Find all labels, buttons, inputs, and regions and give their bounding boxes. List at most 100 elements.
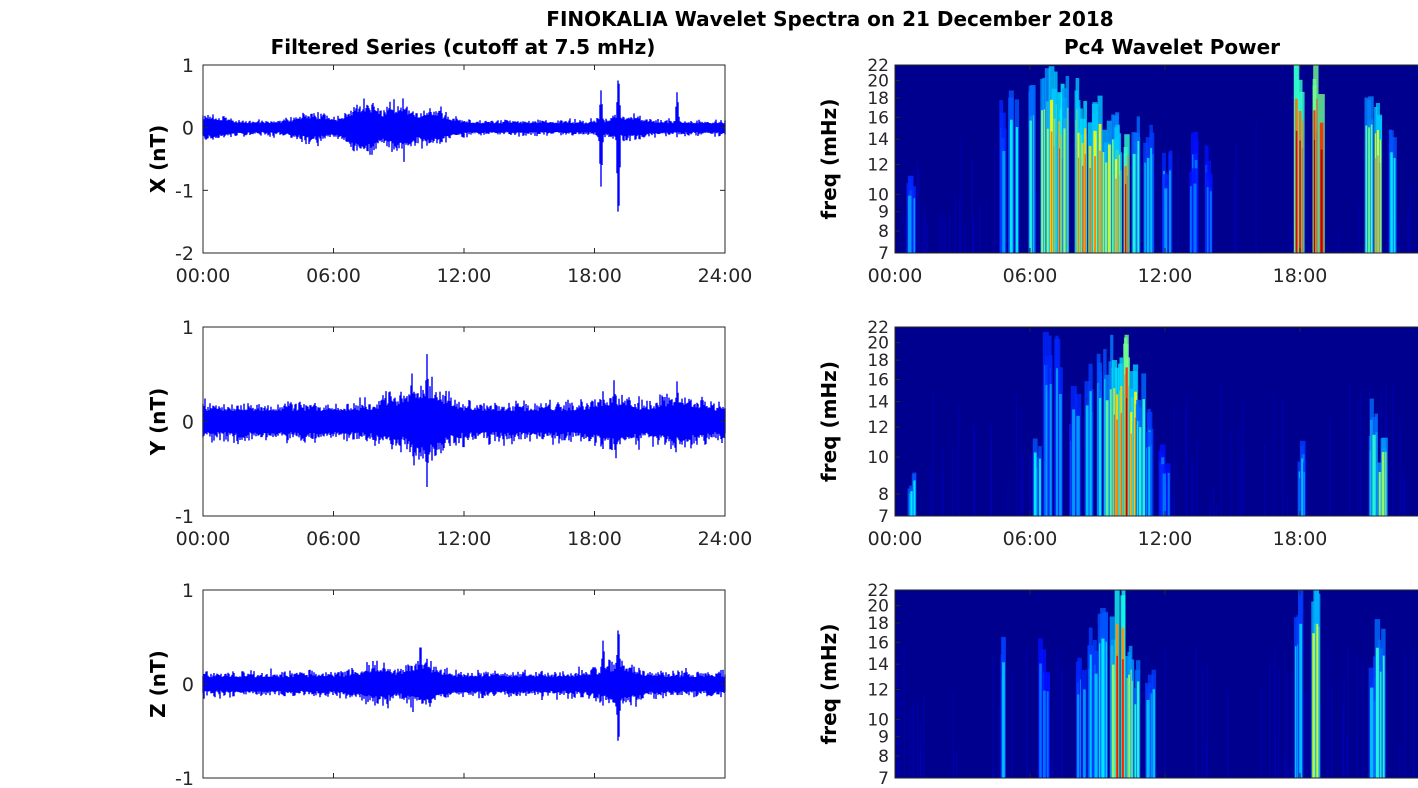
power-burst bbox=[1097, 607, 1108, 778]
power-burst bbox=[906, 175, 916, 253]
power-burst bbox=[1388, 129, 1397, 253]
power-burst bbox=[1123, 134, 1130, 253]
x-tick-label: 18:00 bbox=[567, 528, 622, 550]
y-tick-label: 1 bbox=[182, 55, 194, 77]
power-burst bbox=[1133, 660, 1141, 778]
y-tick-label: -1 bbox=[175, 180, 194, 202]
y-tick-label: -1 bbox=[175, 506, 194, 528]
y-tick-label: -2 bbox=[175, 243, 194, 265]
line-panel-y: 1 0 -100:00 06:00 12:00 18:00 24:00 Y (nT) bbox=[146, 317, 752, 550]
freq-tick-label: 14 bbox=[867, 130, 889, 150]
freq-tick-label: 18 bbox=[867, 614, 889, 634]
power-burst bbox=[1054, 335, 1063, 516]
y-axis-label: freq (mHz) bbox=[817, 361, 841, 482]
spectrum-background bbox=[895, 590, 1418, 778]
freq-tick-label: 7 bbox=[878, 244, 889, 264]
power-burst bbox=[1364, 96, 1374, 254]
line-panel-z: 1 0 -1 Z (nT) bbox=[146, 580, 726, 788]
power-burst bbox=[1297, 440, 1306, 516]
power-burst bbox=[1114, 590, 1126, 778]
freq-tick-label: 20 bbox=[867, 334, 889, 354]
freq-tick-label: 18 bbox=[867, 89, 889, 109]
x-tick-label: 06:00 bbox=[306, 528, 361, 550]
power-burst bbox=[1377, 437, 1388, 516]
power-burst bbox=[999, 100, 1007, 254]
power-burst bbox=[1032, 438, 1042, 516]
power-burst bbox=[1204, 145, 1213, 253]
spectrum-background bbox=[895, 65, 1418, 253]
power-burst bbox=[1075, 657, 1087, 778]
freq-tick-label: 12 bbox=[867, 681, 889, 701]
y-tick-label: 0 bbox=[182, 118, 194, 140]
power-burst bbox=[1008, 90, 1020, 254]
spectrum-panel-z bbox=[894, 589, 1418, 779]
freq-tick-label: 16 bbox=[867, 108, 889, 128]
power-burst bbox=[1158, 444, 1171, 516]
power-burst bbox=[1293, 65, 1305, 253]
freq-tick-label: 7 bbox=[878, 507, 889, 527]
power-burst bbox=[1312, 65, 1325, 254]
x-tick-label: 18:00 bbox=[1273, 528, 1328, 550]
freq-tick-label: 12 bbox=[867, 418, 889, 438]
freq-tick-label: 14 bbox=[867, 655, 889, 675]
x-tick-label: 12:00 bbox=[1138, 265, 1193, 287]
freq-tick-label: 9 bbox=[878, 728, 889, 748]
freq-tick-label: 9 bbox=[878, 203, 889, 223]
line-panel-x: 1 0 -1 -200:00 06:00 12:00 18:00 24:00 X (nT) bbox=[146, 55, 752, 287]
power-burst bbox=[1069, 385, 1082, 516]
y-tick-label: 1 bbox=[182, 580, 194, 602]
freq-tick-label: 10 bbox=[867, 185, 889, 205]
freq-tick-label: 22 bbox=[867, 318, 889, 338]
power-burst bbox=[1145, 408, 1154, 516]
panels: 10-1-200:00 06:00 12:00 18:00 24:00X (nT)10-… bbox=[146, 55, 1418, 788]
power-burst bbox=[1123, 334, 1130, 516]
power-burst bbox=[1374, 103, 1383, 254]
x-tick-label: 06:00 bbox=[306, 265, 361, 287]
y-axis-label: freq (mHz) bbox=[817, 99, 841, 220]
power-burst bbox=[1162, 150, 1173, 253]
power-burst bbox=[1040, 68, 1051, 254]
x-tick-label: 00:00 bbox=[176, 265, 231, 287]
y-axis-label: freq (mHz) bbox=[817, 624, 841, 745]
power-burst bbox=[1113, 124, 1123, 253]
freq-tick-label: 8 bbox=[878, 747, 889, 767]
x-tick-label: 06:00 bbox=[1003, 528, 1058, 550]
power-burst bbox=[1104, 334, 1114, 516]
power-burst bbox=[1374, 619, 1386, 778]
power-burst bbox=[1084, 363, 1094, 516]
freq-tick-label: 16 bbox=[867, 633, 889, 653]
power-burst bbox=[1368, 398, 1378, 516]
x-tick-label: 00:00 bbox=[868, 265, 923, 287]
power-burst bbox=[1135, 373, 1147, 516]
power-burst bbox=[1101, 120, 1113, 253]
x-tick-label: 24:00 bbox=[698, 528, 753, 550]
power-burst bbox=[1091, 95, 1103, 254]
freq-tick-label: 8 bbox=[878, 222, 889, 242]
power-burst bbox=[1311, 590, 1321, 778]
x-tick-label: 12:00 bbox=[1138, 528, 1193, 550]
power-burst bbox=[1129, 364, 1139, 516]
x-tick-label: 12:00 bbox=[437, 528, 492, 550]
freq-tick-label: 7 bbox=[878, 769, 889, 788]
power-burst bbox=[1111, 357, 1124, 516]
x-tick-label: 00:00 bbox=[868, 528, 923, 550]
x-tick-label: 06:00 bbox=[1003, 265, 1058, 287]
freq-tick-label: 22 bbox=[867, 581, 889, 601]
power-burst bbox=[1048, 66, 1058, 254]
power-burst bbox=[1143, 124, 1155, 253]
x-tick-label: 00:00 bbox=[176, 528, 231, 550]
freq-tick-label: 10 bbox=[867, 710, 889, 730]
power-burst bbox=[1028, 85, 1036, 254]
y-tick-label: 0 bbox=[182, 412, 194, 434]
power-burst bbox=[1189, 131, 1199, 253]
power-burst bbox=[1000, 636, 1006, 778]
freq-tick-label: 22 bbox=[867, 56, 889, 76]
freq-tick-label: 10 bbox=[867, 448, 889, 468]
power-burst bbox=[1042, 331, 1053, 516]
power-burst bbox=[1145, 669, 1157, 778]
power-burst bbox=[1131, 116, 1141, 254]
power-burst bbox=[1038, 638, 1050, 778]
y-tick-label: 1 bbox=[182, 317, 194, 339]
